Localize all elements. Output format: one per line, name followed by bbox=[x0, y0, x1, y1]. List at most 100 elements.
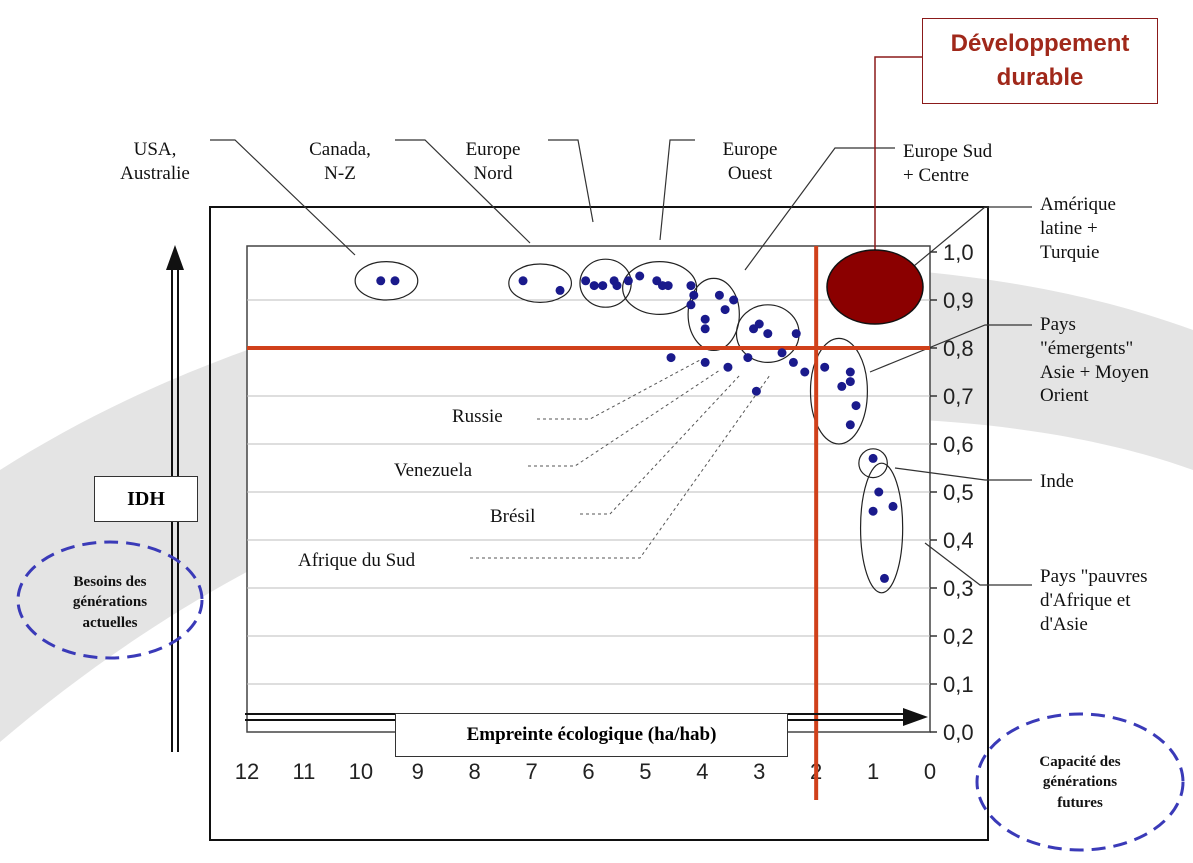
data-point bbox=[598, 281, 608, 291]
data-point bbox=[581, 276, 591, 286]
label-inde: Inde bbox=[1040, 471, 1074, 492]
x-tick-label: 3 bbox=[753, 759, 765, 784]
x-axis-title-box: Empreinte écologique (ha/hab) bbox=[395, 713, 788, 757]
data-point bbox=[868, 453, 878, 463]
sustainable-development-ellipse bbox=[826, 249, 924, 325]
data-point bbox=[874, 487, 884, 497]
data-point bbox=[635, 271, 645, 281]
sustainable-development-label: Développement durable bbox=[950, 30, 1130, 91]
data-point bbox=[845, 420, 855, 430]
x-tick-label: 7 bbox=[525, 759, 537, 784]
leader-line bbox=[395, 139, 531, 244]
data-point bbox=[689, 290, 699, 300]
group-ellipse bbox=[858, 448, 888, 479]
data-point bbox=[888, 501, 898, 511]
label-pays-pauvres: Pays "pauvres d'Afrique et d'Asie bbox=[1040, 566, 1148, 635]
data-point bbox=[729, 295, 739, 305]
label-europe-sud-centre: Europe Sud + Centre bbox=[903, 141, 993, 186]
leader-line bbox=[548, 139, 594, 223]
data-point bbox=[868, 506, 878, 516]
sustainable-development-box: Développement durable bbox=[922, 18, 1158, 104]
data-point bbox=[686, 281, 696, 291]
x-tick-label: 1 bbox=[867, 759, 879, 784]
data-point bbox=[390, 276, 400, 286]
needs-ellipse bbox=[16, 540, 204, 660]
data-point bbox=[879, 573, 889, 583]
data-point bbox=[623, 276, 633, 286]
data-point bbox=[700, 324, 710, 334]
y-tick-label: 0,4 bbox=[943, 528, 974, 553]
leader-line bbox=[210, 139, 356, 256]
data-point bbox=[777, 348, 787, 358]
leader-line bbox=[869, 324, 1032, 373]
x-tick-label: 12 bbox=[235, 759, 259, 784]
label-usa-australie: USA, Australie bbox=[120, 139, 190, 184]
leader-line bbox=[924, 542, 1032, 586]
callout-venezuela: Venezuela bbox=[394, 460, 473, 481]
label-canada-nz: Canada, N-Z bbox=[309, 139, 371, 184]
data-point bbox=[845, 367, 855, 377]
x-tick-label: 11 bbox=[292, 759, 315, 784]
y-tick-label: 0,7 bbox=[943, 384, 974, 409]
data-point bbox=[663, 281, 673, 291]
leader-lines bbox=[210, 139, 1032, 586]
x-tick-label: 8 bbox=[469, 759, 481, 784]
y-tick-label: 0,1 bbox=[943, 672, 974, 697]
callout-russie: Russie bbox=[452, 406, 503, 427]
data-point bbox=[800, 367, 810, 377]
group-ellipse bbox=[687, 277, 740, 351]
goal-connector-line bbox=[874, 56, 922, 252]
data-point bbox=[791, 329, 801, 339]
data-point bbox=[589, 281, 599, 291]
capacity-ellipse bbox=[975, 712, 1185, 852]
data-point bbox=[555, 285, 565, 295]
data-point bbox=[666, 353, 676, 363]
y-tick-label: 1,0 bbox=[943, 240, 974, 265]
leader-line bbox=[894, 467, 1032, 481]
label-europe-nord: Europe Nord bbox=[465, 139, 521, 184]
leader-line bbox=[659, 139, 695, 241]
chart-frame bbox=[209, 206, 989, 841]
group-ellipse bbox=[354, 260, 419, 301]
y-tick-label: 0,6 bbox=[943, 432, 974, 457]
data-point bbox=[376, 276, 386, 286]
data-point bbox=[788, 357, 798, 367]
callout-leader-line bbox=[580, 374, 741, 515]
y-tick-label: 0,2 bbox=[943, 624, 974, 649]
data-point bbox=[754, 319, 764, 329]
x-tick-label: 5 bbox=[639, 759, 651, 784]
group-ellipse bbox=[809, 337, 868, 445]
x-tick-label: 9 bbox=[412, 759, 424, 784]
x-tick-label: 10 bbox=[349, 759, 373, 784]
y-tick-label: 0,3 bbox=[943, 576, 974, 601]
label-amerique-latine: Amérique latine + Turquie bbox=[1040, 194, 1116, 263]
x-axis-title: Empreinte écologique (ha/hab) bbox=[466, 724, 717, 745]
data-point bbox=[700, 314, 710, 324]
data-point bbox=[714, 290, 724, 300]
callout-bresil: Brésil bbox=[490, 506, 536, 527]
data-point bbox=[851, 401, 861, 411]
group-ellipse bbox=[508, 263, 573, 304]
leader-line bbox=[884, 206, 1032, 291]
y-axis-ticks: 0,00,10,20,30,40,50,60,70,80,91,0 bbox=[930, 240, 974, 745]
future-capacity-label: Capacité des générations futures bbox=[1039, 754, 1121, 811]
x-tick-label: 6 bbox=[582, 759, 594, 784]
threshold-lines bbox=[247, 246, 930, 800]
data-point bbox=[820, 362, 830, 372]
y-tick-label: 0,5 bbox=[943, 480, 974, 505]
group-ellipse bbox=[859, 462, 904, 594]
data-point bbox=[837, 381, 847, 391]
callout-leader-line bbox=[528, 369, 721, 467]
data-point bbox=[686, 300, 696, 310]
group-ellipses bbox=[354, 258, 904, 594]
y-tick-label: 0,0 bbox=[943, 720, 974, 745]
data-point bbox=[751, 386, 761, 396]
data-point bbox=[700, 357, 710, 367]
data-point bbox=[845, 377, 855, 387]
plot-area bbox=[246, 245, 931, 733]
data-point bbox=[723, 362, 733, 372]
data-point bbox=[720, 305, 730, 315]
callout-afrique-du-sud: Afrique du Sud bbox=[298, 550, 416, 571]
label-europe-ouest: Europe Ouest bbox=[722, 139, 778, 184]
